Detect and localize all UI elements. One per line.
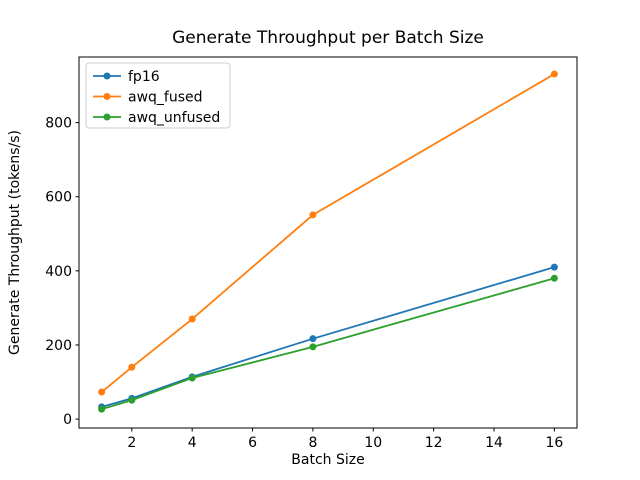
series-line-awq_unfused xyxy=(101,277,555,410)
data-point-fp16 xyxy=(550,263,558,271)
legend-marker-fp16 xyxy=(103,72,111,80)
x-tick-label: 16 xyxy=(545,435,563,451)
y-tick-label: 600 xyxy=(45,190,72,206)
data-point-awq_fused xyxy=(98,388,106,396)
legend-marker-awq_fused xyxy=(103,93,111,100)
legend-marker-awq_unfused xyxy=(103,113,111,121)
x-axis-label: Batch Size xyxy=(291,452,365,468)
data-point-awq_unfused xyxy=(188,374,196,382)
y-tick-label: 0 xyxy=(63,412,72,428)
y-tick-label: 800 xyxy=(45,116,72,132)
data-point-fp16 xyxy=(309,335,317,343)
legend-label-awq_fused: awq_fused xyxy=(128,90,203,106)
axes-frame xyxy=(78,56,578,429)
data-point-awq_fused xyxy=(550,70,558,78)
y-tick-label: 400 xyxy=(45,264,72,280)
x-tick-label: 10 xyxy=(364,435,382,451)
data-point-awq_unfused xyxy=(128,396,136,404)
data-point-awq_unfused xyxy=(98,405,106,413)
x-tick-label: 4 xyxy=(188,435,197,451)
y-tick-label: 200 xyxy=(45,338,72,354)
legend-label-awq_unfused: awq_unfused xyxy=(128,110,220,126)
data-point-awq_unfused xyxy=(309,343,317,351)
chart-title: Generate Throughput per Batch Size xyxy=(172,28,484,48)
y-axis-label-wrap: Generate Throughput (tokens/s) xyxy=(7,57,23,428)
data-point-awq_fused xyxy=(128,363,136,371)
y-axis-label: Generate Throughput (tokens/s) xyxy=(7,130,23,355)
x-tick-label: 14 xyxy=(485,435,503,451)
data-point-awq_fused xyxy=(309,211,317,219)
x-tick-label: 12 xyxy=(425,435,443,451)
x-tick-label: 2 xyxy=(127,435,136,451)
x-tick-label: 6 xyxy=(248,435,257,451)
legend-box xyxy=(85,62,231,129)
data-point-awq_fused xyxy=(188,315,196,323)
x-tick-label: 8 xyxy=(308,435,317,451)
data-point-awq_unfused xyxy=(550,274,558,282)
legend-label-fp16: fp16 xyxy=(128,69,160,85)
